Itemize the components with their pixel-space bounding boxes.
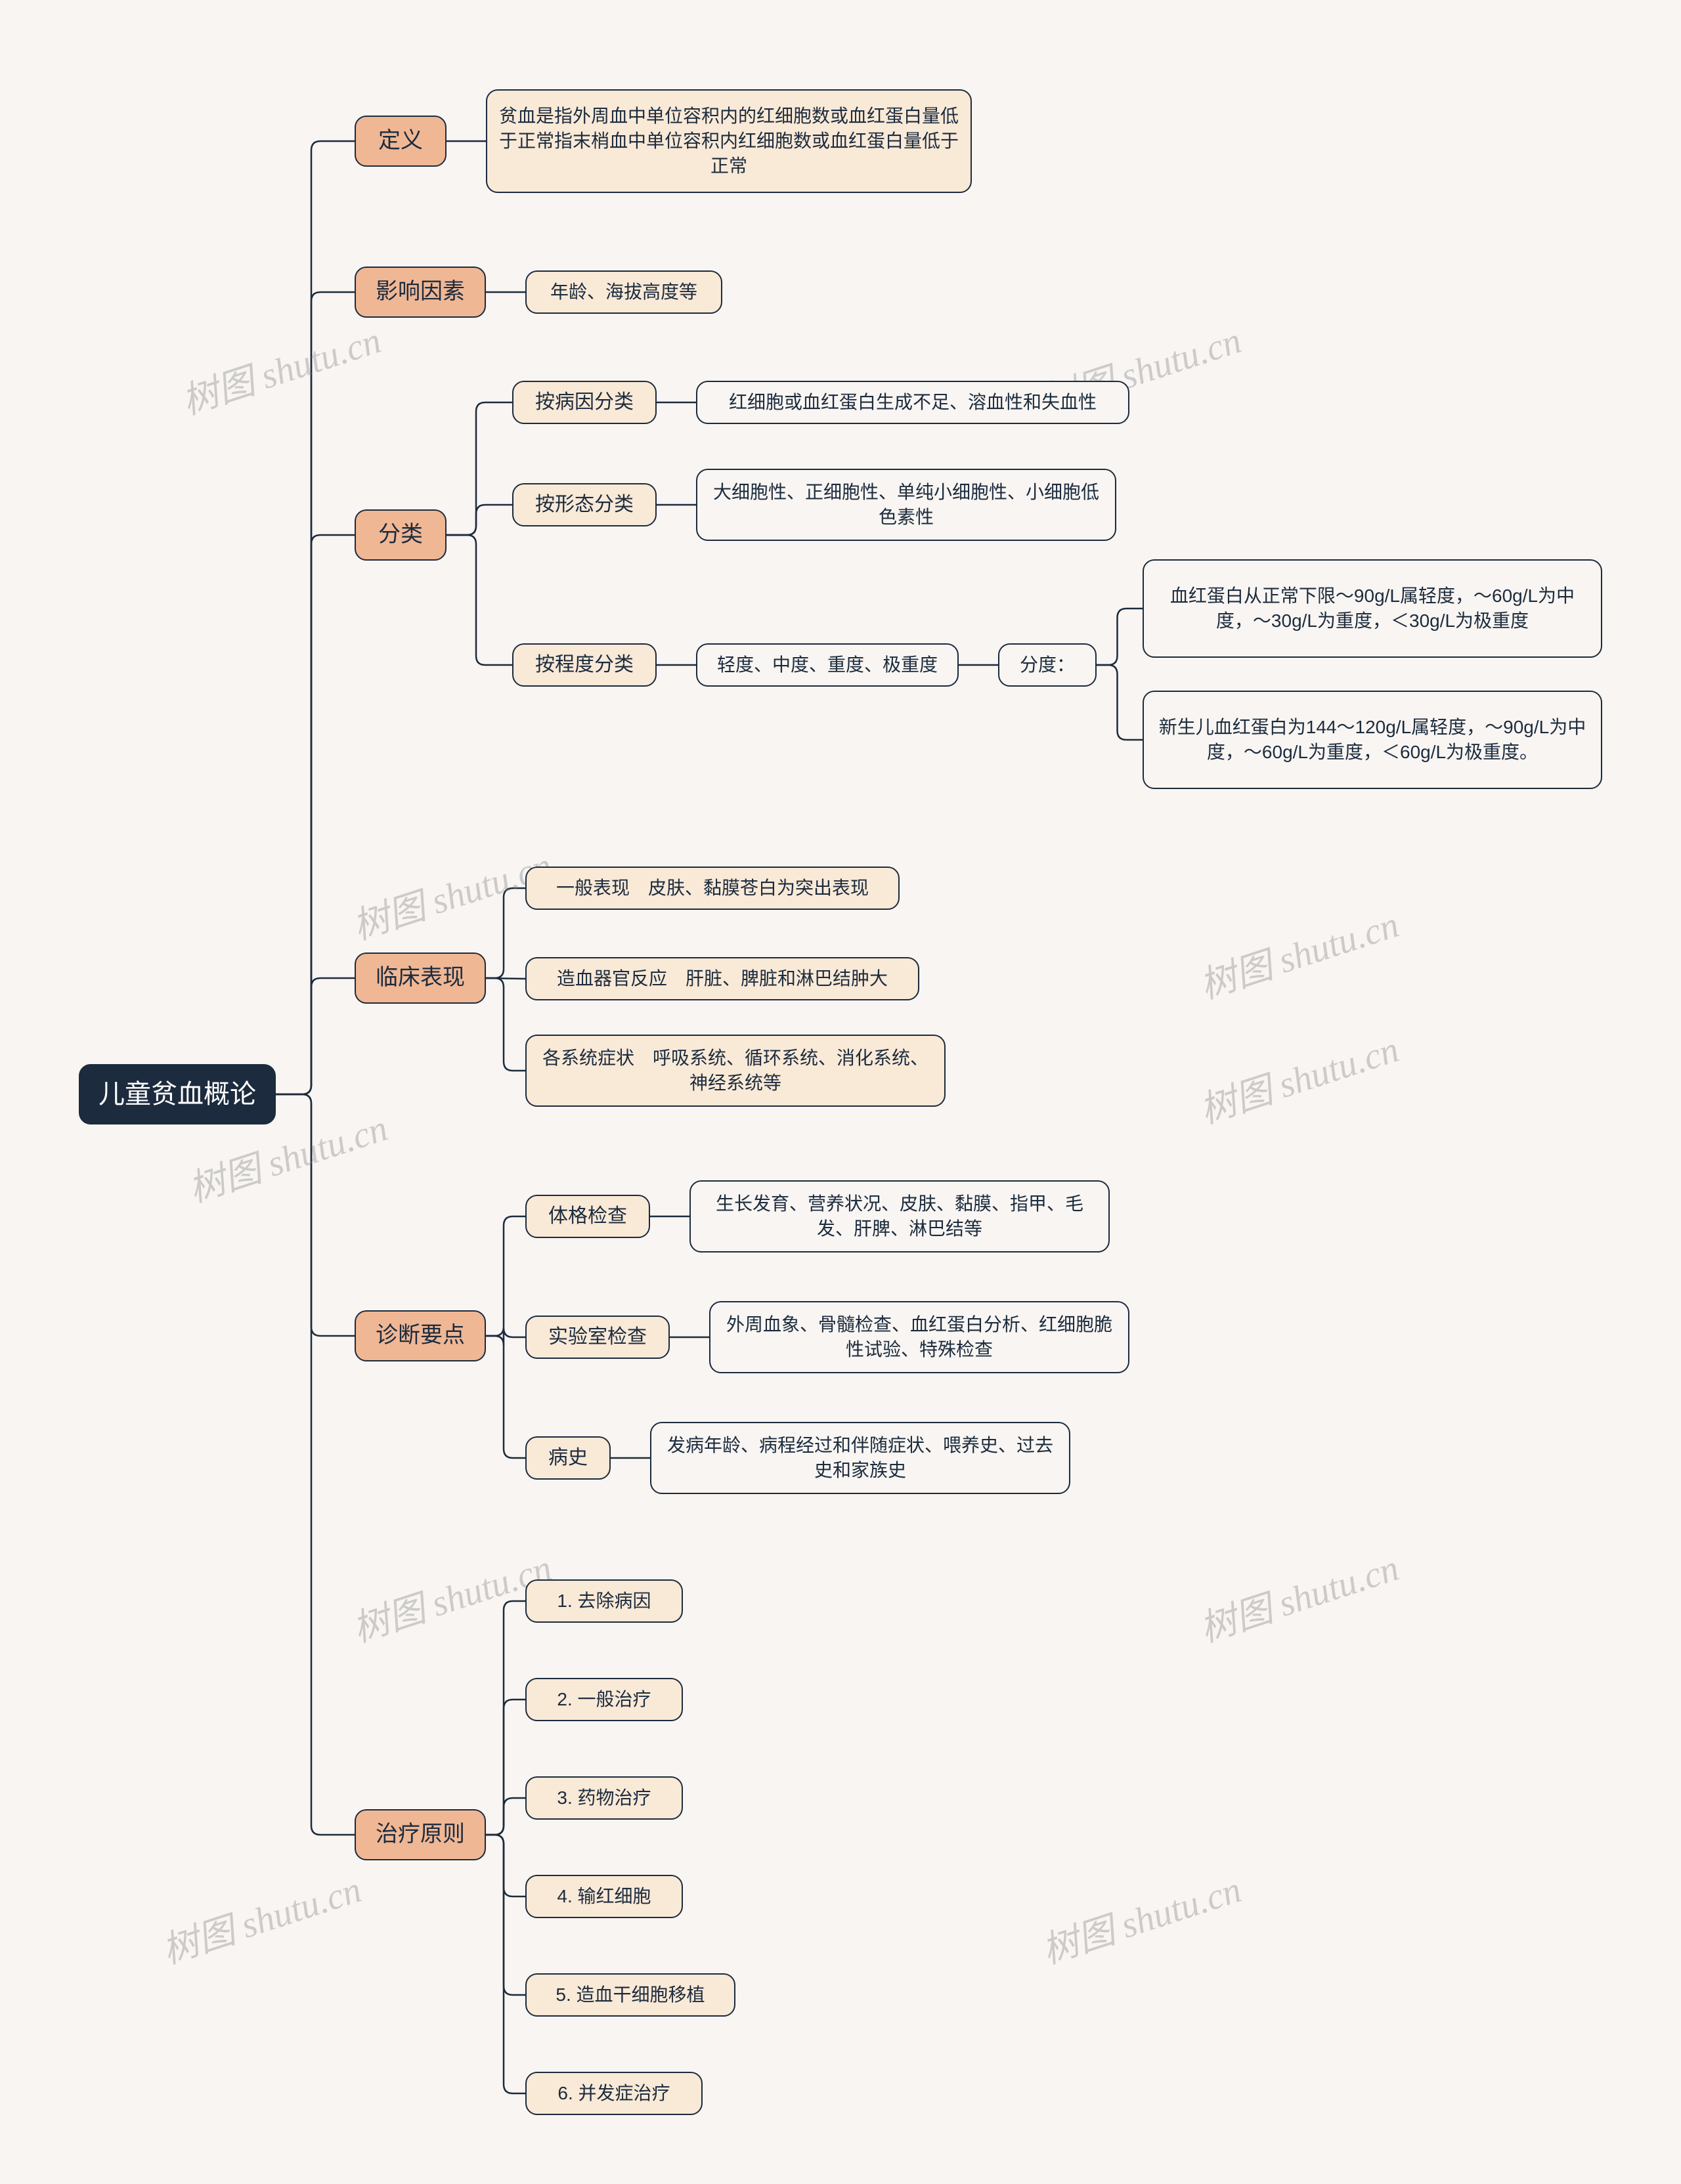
mindmap-node[interactable]: 体格检查 bbox=[525, 1195, 650, 1238]
mindmap-node[interactable]: 按病因分类 bbox=[512, 381, 657, 424]
connector bbox=[486, 978, 525, 1071]
mindmap-node[interactable]: 外周血象、骨髓检查、血红蛋白分析、红细胞脆性试验、特殊检查 bbox=[709, 1301, 1129, 1373]
mindmap-node[interactable]: 3. 药物治疗 bbox=[525, 1776, 683, 1820]
connector bbox=[1097, 609, 1143, 665]
watermark: 树图 shutu.cn bbox=[1192, 1019, 1405, 1134]
mindmap-node[interactable]: 4. 输红细胞 bbox=[525, 1875, 683, 1918]
watermark: 树图 shutu.cn bbox=[1192, 895, 1405, 1009]
connector bbox=[486, 888, 525, 978]
node-label: 按形态分类 bbox=[535, 492, 634, 519]
mindmap-node[interactable]: 病史 bbox=[525, 1436, 611, 1480]
node-label: 轻度、中度、重度、极重度 bbox=[717, 653, 938, 677]
mindmap-node[interactable]: 发病年龄、病程经过和伴随症状、喂养史、过去史和家族史 bbox=[650, 1422, 1070, 1494]
connector bbox=[486, 1216, 525, 1336]
connector bbox=[447, 505, 512, 535]
node-label: 临床表现 bbox=[376, 963, 465, 993]
connector bbox=[486, 978, 525, 979]
node-label: 2. 一般治疗 bbox=[557, 1687, 651, 1712]
node-label: 外周血象、骨髓检查、血红蛋白分析、红细胞脆性试验、特殊检查 bbox=[722, 1312, 1116, 1362]
node-label: 一般表现 皮肤、黏膜苍白为突出表现 bbox=[556, 876, 869, 901]
mindmap-node[interactable]: 大细胞性、正细胞性、单纯小细胞性、小细胞低色素性 bbox=[696, 469, 1116, 541]
watermark: 树图 shutu.cn bbox=[1034, 1860, 1247, 1974]
node-label: 3. 药物治疗 bbox=[557, 1786, 651, 1810]
mindmap-node[interactable]: 6. 并发症治疗 bbox=[525, 2072, 703, 2115]
node-label: 造血器官反应 肝脏、脾脏和淋巴结肿大 bbox=[557, 966, 888, 991]
mindmap-node[interactable]: 血红蛋白从正常下限～90g/L属轻度，～60g/L为中度，～30g/L为重度，＜… bbox=[1143, 559, 1602, 658]
watermark: 树图 shutu.cn bbox=[174, 310, 387, 425]
node-label: 儿童贫血概论 bbox=[98, 1077, 256, 1112]
mindmap-node[interactable]: 红细胞或血红蛋白生成不足、溶血性和失血性 bbox=[696, 381, 1129, 424]
connector bbox=[276, 141, 355, 1094]
root-node[interactable]: 儿童贫血概论 bbox=[79, 1064, 276, 1124]
mindmap-node[interactable]: 定义 bbox=[355, 116, 447, 167]
node-label: 定义 bbox=[378, 126, 423, 156]
mindmap-node[interactable]: 新生儿血红蛋白为144～120g/L属轻度，～90g/L为中度，～60g/L为重… bbox=[1143, 691, 1602, 789]
mindmap-node[interactable]: 一般表现 皮肤、黏膜苍白为突出表现 bbox=[525, 867, 900, 910]
connector bbox=[276, 978, 355, 1094]
node-label: 1. 去除病因 bbox=[557, 1589, 651, 1614]
mindmap-node[interactable]: 诊断要点 bbox=[355, 1310, 486, 1361]
node-label: 6. 并发症治疗 bbox=[557, 2081, 670, 2106]
connector bbox=[276, 1094, 355, 1835]
node-label: 生长发育、营养状况、皮肤、黏膜、指甲、毛发、肝脾、淋巴结等 bbox=[703, 1191, 1097, 1241]
mindmap-node[interactable]: 2. 一般治疗 bbox=[525, 1678, 683, 1721]
mindmap-node[interactable]: 治疗原则 bbox=[355, 1809, 486, 1860]
connector bbox=[486, 1700, 525, 1835]
node-label: 分度： bbox=[1020, 653, 1075, 677]
connector bbox=[486, 1835, 525, 1995]
node-label: 按程度分类 bbox=[535, 652, 634, 679]
connector bbox=[486, 1835, 525, 2093]
mindmap-node[interactable]: 5. 造血干细胞移植 bbox=[525, 1973, 735, 2017]
connector bbox=[486, 1336, 525, 1458]
connector bbox=[276, 535, 355, 1094]
connector bbox=[486, 1601, 525, 1835]
node-label: 发病年龄、病程经过和伴随症状、喂养史、过去史和家族史 bbox=[663, 1433, 1057, 1483]
connector bbox=[276, 292, 355, 1094]
node-label: 分类 bbox=[378, 520, 423, 550]
mindmap-node[interactable]: 按形态分类 bbox=[512, 483, 657, 526]
mindmap-node[interactable]: 分类 bbox=[355, 509, 447, 561]
connector bbox=[1097, 665, 1143, 740]
node-label: 4. 输红细胞 bbox=[557, 1884, 651, 1909]
mindmap-node[interactable]: 造血器官反应 肝脏、脾脏和淋巴结肿大 bbox=[525, 957, 919, 1000]
mindmap-node[interactable]: 实验室检查 bbox=[525, 1316, 670, 1359]
mindmap-node[interactable]: 临床表现 bbox=[355, 953, 486, 1004]
node-label: 按病因分类 bbox=[535, 389, 634, 416]
node-label: 新生儿血红蛋白为144～120g/L属轻度，～90g/L为中度，～60g/L为重… bbox=[1156, 715, 1589, 765]
mindmap-node[interactable]: 各系统症状 呼吸系统、循环系统、消化系统、神经系统等 bbox=[525, 1035, 946, 1107]
mindmap-node[interactable]: 贫血是指外周血中单位容积内的红细胞数或血红蛋白量低于正常指末梢血中单位容积内红细… bbox=[486, 89, 972, 193]
connector bbox=[486, 1835, 525, 1896]
connector bbox=[447, 535, 512, 665]
mindmap-node[interactable]: 分度： bbox=[998, 643, 1097, 687]
connector bbox=[276, 1094, 355, 1336]
node-label: 血红蛋白从正常下限～90g/L属轻度，～60g/L为中度，～30g/L为重度，＜… bbox=[1156, 584, 1589, 633]
node-label: 贫血是指外周血中单位容积内的红细胞数或血红蛋白量低于正常指末梢血中单位容积内红细… bbox=[499, 104, 959, 178]
node-label: 大细胞性、正细胞性、单纯小细胞性、小细胞低色素性 bbox=[709, 480, 1103, 530]
node-label: 年龄、海拔高度等 bbox=[550, 280, 697, 305]
mindmap-canvas: 树图 shutu.cn树图 shutu.cn树图 shutu.cn树图 shut… bbox=[0, 0, 1681, 2184]
mindmap-node[interactable]: 1. 去除病因 bbox=[525, 1579, 683, 1623]
node-label: 诊断要点 bbox=[376, 1321, 465, 1351]
node-label: 各系统症状 呼吸系统、循环系统、消化系统、神经系统等 bbox=[538, 1046, 932, 1096]
mindmap-node[interactable]: 按程度分类 bbox=[512, 643, 657, 687]
connector bbox=[447, 402, 512, 535]
node-label: 体格检查 bbox=[548, 1203, 627, 1230]
node-label: 病史 bbox=[548, 1445, 588, 1472]
mindmap-node[interactable]: 轻度、中度、重度、极重度 bbox=[696, 643, 959, 687]
connector bbox=[486, 1328, 525, 1345]
node-label: 影响因素 bbox=[376, 277, 465, 307]
node-label: 红细胞或血红蛋白生成不足、溶血性和失血性 bbox=[729, 390, 1097, 415]
mindmap-node[interactable]: 生长发育、营养状况、皮肤、黏膜、指甲、毛发、肝脾、淋巴结等 bbox=[689, 1180, 1110, 1253]
mindmap-node[interactable]: 年龄、海拔高度等 bbox=[525, 270, 722, 314]
node-label: 治疗原则 bbox=[376, 1820, 465, 1850]
node-label: 实验室检查 bbox=[548, 1324, 647, 1351]
watermark: 树图 shutu.cn bbox=[1192, 1538, 1405, 1652]
node-label: 5. 造血干细胞移植 bbox=[556, 1982, 705, 2007]
mindmap-node[interactable]: 影响因素 bbox=[355, 267, 486, 318]
connector bbox=[486, 1798, 525, 1835]
watermark: 树图 shutu.cn bbox=[154, 1860, 367, 1974]
